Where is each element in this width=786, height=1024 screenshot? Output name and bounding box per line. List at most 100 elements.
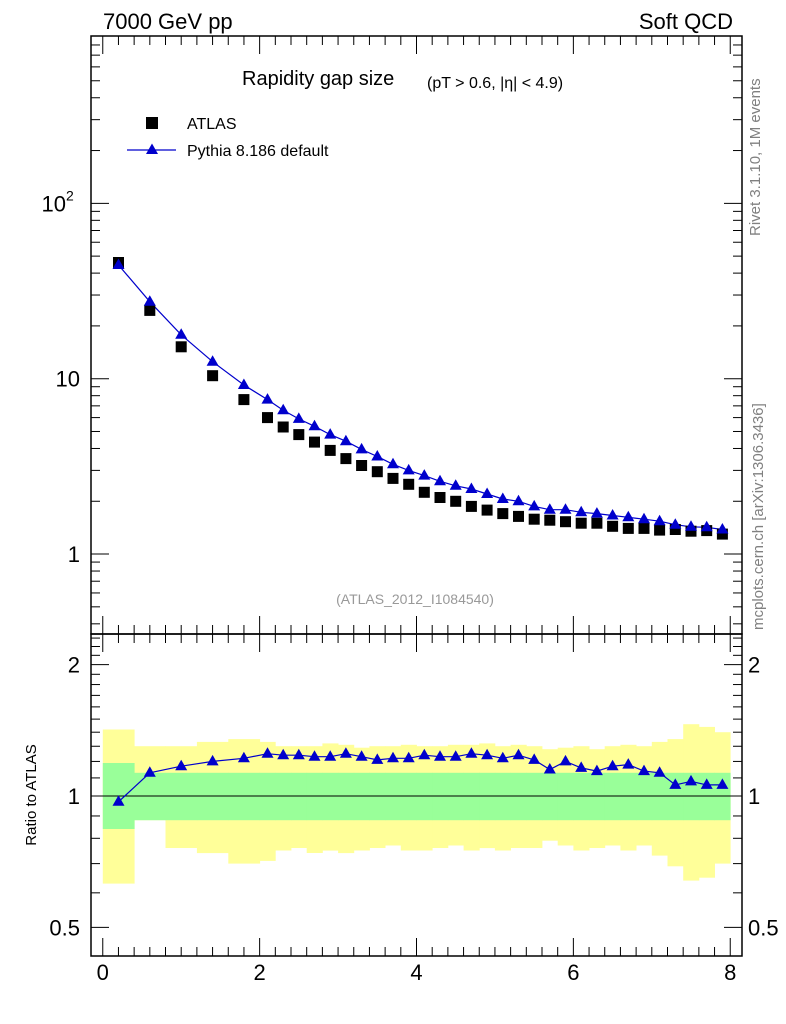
ratio-uncertainty-band-inner [338, 772, 355, 821]
ratio-uncertainty-band-inner [165, 772, 198, 821]
atlas-point [497, 508, 509, 520]
atlas-point [716, 528, 728, 540]
ratio-pythia-point [402, 751, 415, 763]
atlas-point [403, 478, 415, 490]
ratio-pythia-point [371, 753, 384, 764]
ratio-pythia-point [175, 759, 188, 771]
pythia-point [237, 378, 250, 389]
atlas-point [591, 517, 603, 529]
ratio-uncertainty-band-inner [416, 772, 433, 821]
ratio-uncertainty-band-inner [385, 772, 402, 821]
ratio-pythia-point [606, 759, 619, 771]
plot-title: Rapidity gap size [242, 68, 394, 90]
ratio-pythia-point [355, 750, 368, 761]
pythia-point [277, 403, 290, 415]
pythia-point [638, 512, 650, 524]
ratio-uncertainty-band-inner [463, 772, 480, 821]
ratio-uncertainty-band-inner [322, 772, 339, 821]
ratio-uncertainty-band-inner [620, 772, 637, 821]
legend-pythia-marker [146, 143, 158, 154]
ratio-pythia-point [277, 748, 290, 760]
ratio-pythia-point [716, 778, 729, 789]
pythia-point [481, 487, 494, 498]
ratio-pythia-point [559, 754, 572, 766]
atlas-point [575, 517, 587, 529]
atlas-point [654, 524, 666, 536]
atlas-point [560, 516, 571, 528]
pythia-point [669, 518, 682, 529]
ratio-pythia-point [418, 748, 431, 760]
ratio-uncertainty-band-inner [369, 772, 386, 821]
pythia-point [496, 492, 509, 503]
legend-pythia-label: Pythia 8.186 default [187, 143, 329, 160]
pythia-point [371, 450, 384, 461]
pythia-point [324, 428, 337, 439]
ratio-pythia-point [481, 748, 494, 760]
ratio-uncertainty-band-inner [526, 772, 543, 821]
ratio-uncertainty-band-inner [353, 772, 370, 821]
pythia-point [112, 258, 125, 269]
ratio-uncertainty-band-inner [604, 772, 621, 821]
atlas-point [356, 460, 368, 471]
pythia-point [206, 355, 219, 366]
pythia-point [387, 457, 399, 469]
ratio-y-tick-label: 0.5 [49, 915, 80, 940]
x-tick-label: 6 [567, 960, 579, 985]
pythia-point [143, 295, 156, 306]
plot-title-cuts: (pT > 0.6, |η| < 4.9) [427, 75, 563, 92]
ratio-pythia-point [638, 764, 650, 776]
ratio-pythia-point [206, 754, 219, 766]
ratio-plot-area [91, 724, 742, 884]
header-right: Soft QCD [639, 9, 733, 34]
ratio-pythia-point [237, 751, 250, 763]
pythia-point [685, 520, 697, 531]
pythia-point [418, 469, 431, 480]
ratio-axes: 0.5 0.5 1 1 2 2 0 2 4 6 8 [49, 634, 779, 985]
atlas-point [481, 504, 493, 516]
atlas-point [371, 466, 383, 478]
main-y-tick-label: 10 [42, 191, 66, 216]
ratio-pythia-point [308, 750, 321, 761]
atlas-point [638, 522, 650, 534]
ratio-pythia-point [449, 750, 462, 761]
ratio-uncertainty-band-inner [306, 772, 323, 821]
pythia-point [292, 412, 305, 423]
pythia-point [261, 393, 274, 404]
ratio-y-axis-label: Ratio to ATLAS [23, 744, 40, 845]
ratio-uncertainty-band-inner [542, 772, 559, 821]
pythia-point [512, 494, 525, 506]
pythia-point [543, 503, 556, 514]
ratio-pythia-point [387, 751, 399, 763]
ratio-pythia-point [622, 758, 635, 769]
ratio-pythia-point [653, 766, 666, 777]
atlas-point [207, 370, 219, 382]
atlas-point [238, 394, 250, 406]
ratio-pythia-point [292, 748, 305, 760]
pythia-point [434, 474, 446, 486]
ratio-pythia-point [543, 763, 556, 774]
ratio-pythia-point [112, 795, 125, 806]
atlas-point [544, 514, 556, 526]
ratio-y-tick-label-right: 0.5 [748, 915, 779, 940]
pythia-point [465, 482, 478, 493]
atlas-point [513, 510, 524, 522]
pythia-point [355, 442, 368, 454]
atlas-point [262, 412, 273, 424]
pythia-point [606, 509, 619, 520]
x-tick-label: 8 [724, 960, 736, 985]
pythia-point [528, 499, 541, 511]
x-tick-label: 2 [254, 960, 266, 985]
atlas-point [175, 341, 187, 353]
ratio-uncertainty-band-inner [259, 772, 276, 821]
ratio-uncertainty-band-inner [557, 772, 574, 821]
x-tick-label: 4 [410, 960, 422, 985]
ratio-y-tick-label: 1 [68, 784, 80, 809]
atlas-point [144, 304, 156, 316]
legend-atlas-marker [146, 117, 158, 129]
atlas-point [465, 500, 477, 512]
mcplots-reference-text: mcplots.cern.ch [arXiv:1306.3436] [750, 403, 767, 630]
ratio-uncertainty-band-inner [134, 772, 166, 821]
pythia-point [716, 523, 729, 534]
